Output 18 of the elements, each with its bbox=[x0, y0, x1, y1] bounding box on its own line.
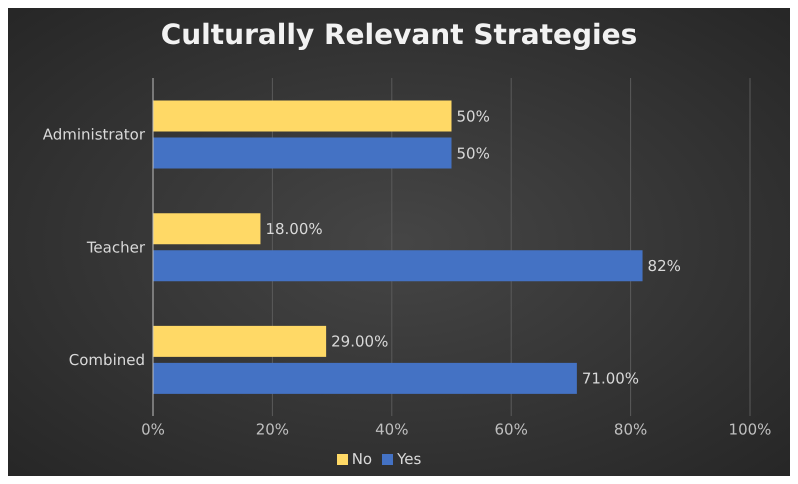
x-tick-label: 0% bbox=[141, 420, 165, 439]
chart-title: Culturally Relevant Strategies bbox=[160, 17, 638, 53]
data-label: 50% bbox=[456, 107, 490, 126]
y-tick-label: Teacher bbox=[86, 238, 146, 256]
legend-label: No bbox=[352, 450, 372, 468]
x-tick-label: 20% bbox=[256, 420, 290, 439]
x-tick-label: 80% bbox=[614, 420, 648, 439]
data-label: 50% bbox=[456, 144, 490, 162]
y-tick-label: Combined bbox=[68, 350, 145, 369]
x-tick-label: 100% bbox=[728, 420, 772, 439]
x-tick-label: 60% bbox=[494, 420, 528, 439]
data-label: 71.00% bbox=[582, 370, 640, 388]
y-tick-label: Administrator bbox=[42, 126, 146, 144]
legend-label: Yes bbox=[397, 450, 422, 468]
x-tick-label: 40% bbox=[375, 420, 408, 439]
data-label: 18.00% bbox=[265, 220, 323, 238]
data-label: 29.00% bbox=[331, 332, 388, 351]
data-label: 82% bbox=[648, 257, 681, 276]
